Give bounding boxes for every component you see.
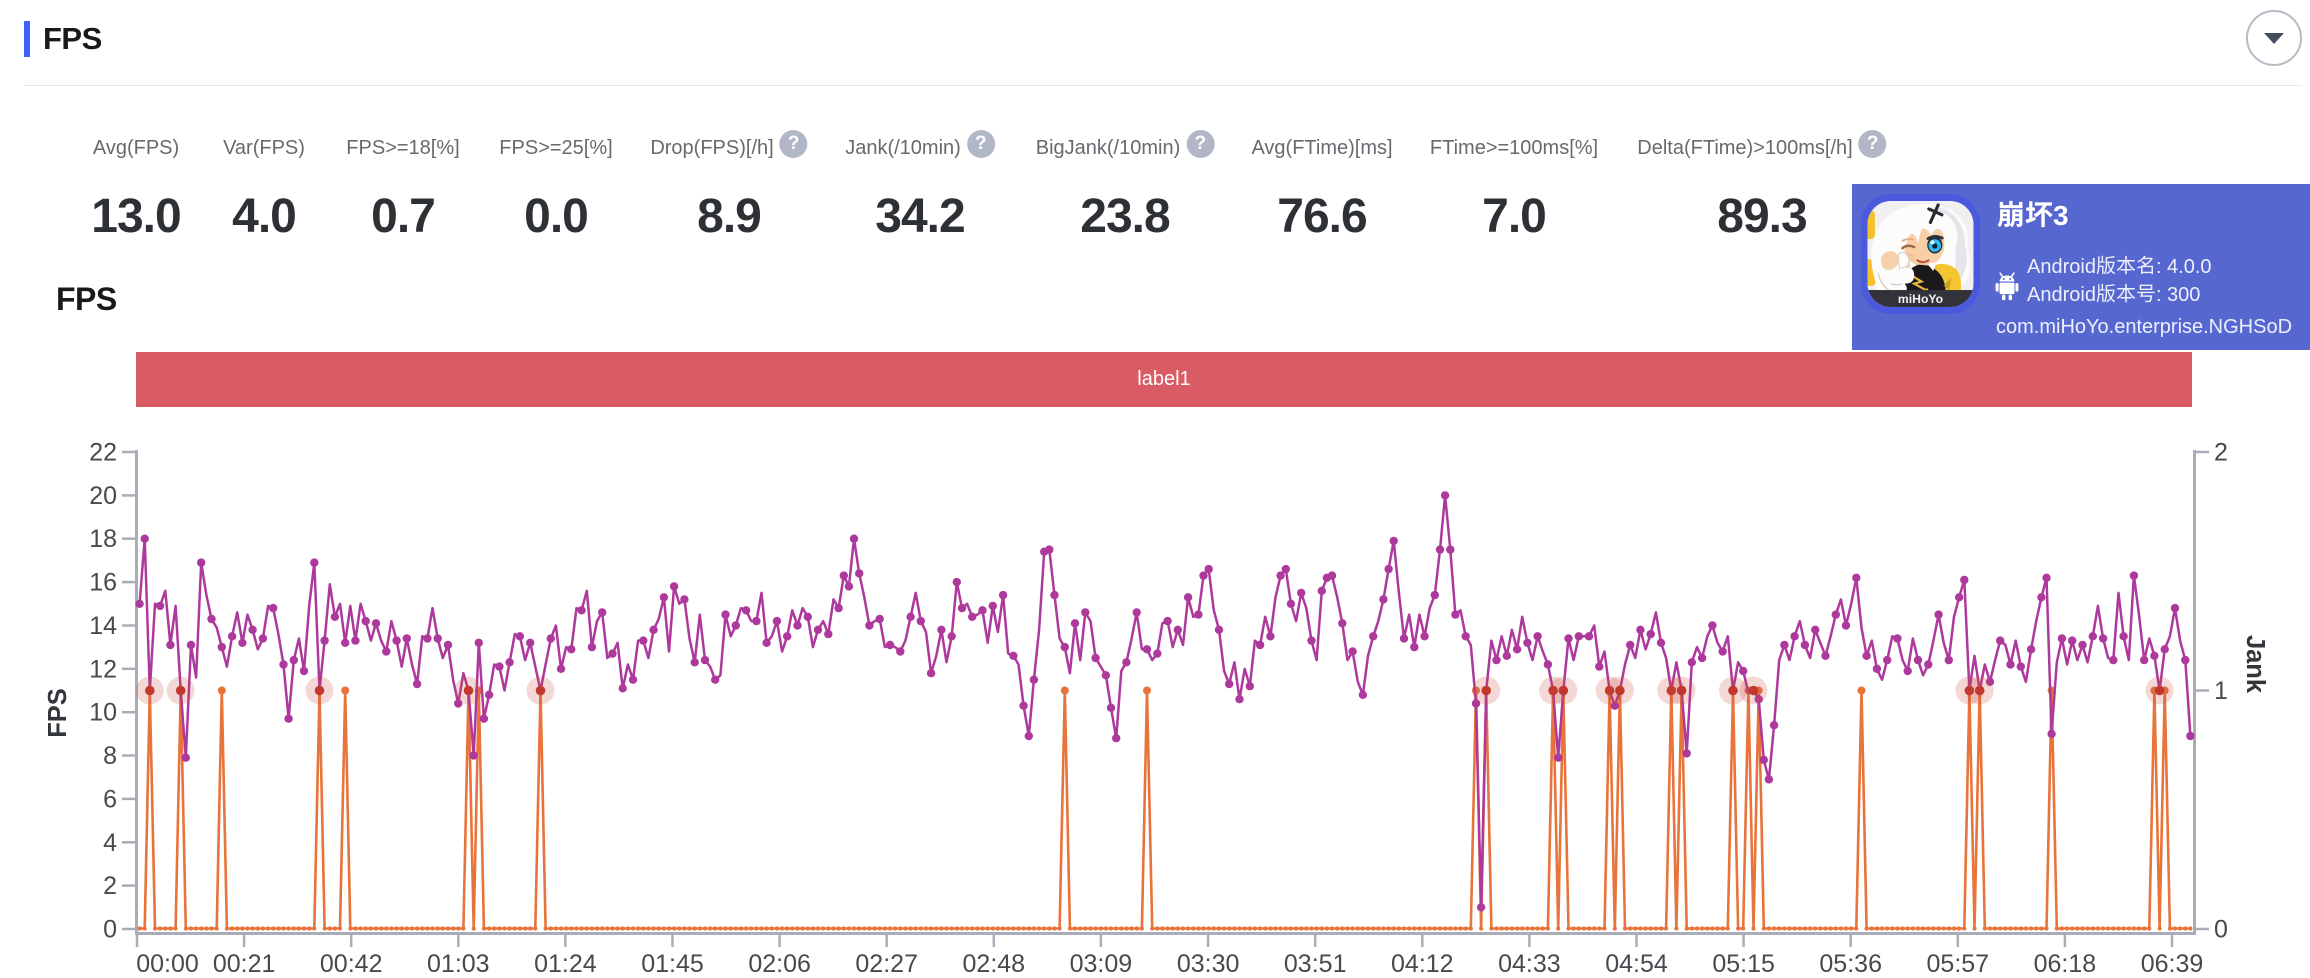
svg-text:miHoYo: miHoYo [1898, 292, 1943, 306]
svg-text:02:27: 02:27 [855, 950, 918, 978]
svg-text:6: 6 [103, 785, 117, 813]
svg-text:10: 10 [89, 699, 117, 727]
svg-text:06:39: 06:39 [2141, 950, 2204, 978]
svg-text:00:21: 00:21 [213, 950, 276, 978]
svg-text:00:42: 00:42 [320, 950, 383, 978]
svg-text:01:24: 01:24 [534, 950, 597, 978]
svg-text:03:09: 03:09 [1070, 950, 1133, 978]
svg-text:2: 2 [103, 872, 117, 900]
svg-text:14: 14 [89, 612, 117, 640]
svg-text:03:51: 03:51 [1284, 950, 1347, 978]
svg-text:00:00: 00:00 [136, 950, 199, 978]
svg-text:03:30: 03:30 [1177, 950, 1240, 978]
svg-text:02:06: 02:06 [748, 950, 811, 978]
svg-text:18: 18 [89, 525, 117, 553]
svg-text:05:36: 05:36 [1819, 950, 1882, 978]
svg-text:1: 1 [2214, 677, 2228, 705]
svg-text:16: 16 [89, 569, 117, 597]
svg-text:FPS: FPS [44, 688, 72, 738]
svg-text:22: 22 [89, 439, 117, 467]
svg-text:12: 12 [89, 655, 117, 683]
svg-text:04:12: 04:12 [1391, 950, 1454, 978]
svg-text:4: 4 [103, 829, 117, 857]
svg-text:2: 2 [2214, 439, 2228, 467]
svg-text:0: 0 [2214, 916, 2228, 944]
svg-text:06:18: 06:18 [2034, 950, 2097, 978]
svg-text:04:33: 04:33 [1498, 950, 1561, 978]
svg-text:05:15: 05:15 [1712, 950, 1775, 978]
svg-text:20: 20 [89, 482, 117, 510]
svg-text:01:45: 01:45 [641, 950, 704, 978]
svg-text:0: 0 [103, 916, 117, 944]
svg-text:05:57: 05:57 [1927, 950, 1990, 978]
svg-text:04:54: 04:54 [1605, 950, 1668, 978]
svg-text:8: 8 [103, 742, 117, 770]
svg-text:Jank: Jank [2241, 635, 2269, 694]
svg-text:02:48: 02:48 [963, 950, 1026, 978]
svg-text:01:03: 01:03 [427, 950, 490, 978]
